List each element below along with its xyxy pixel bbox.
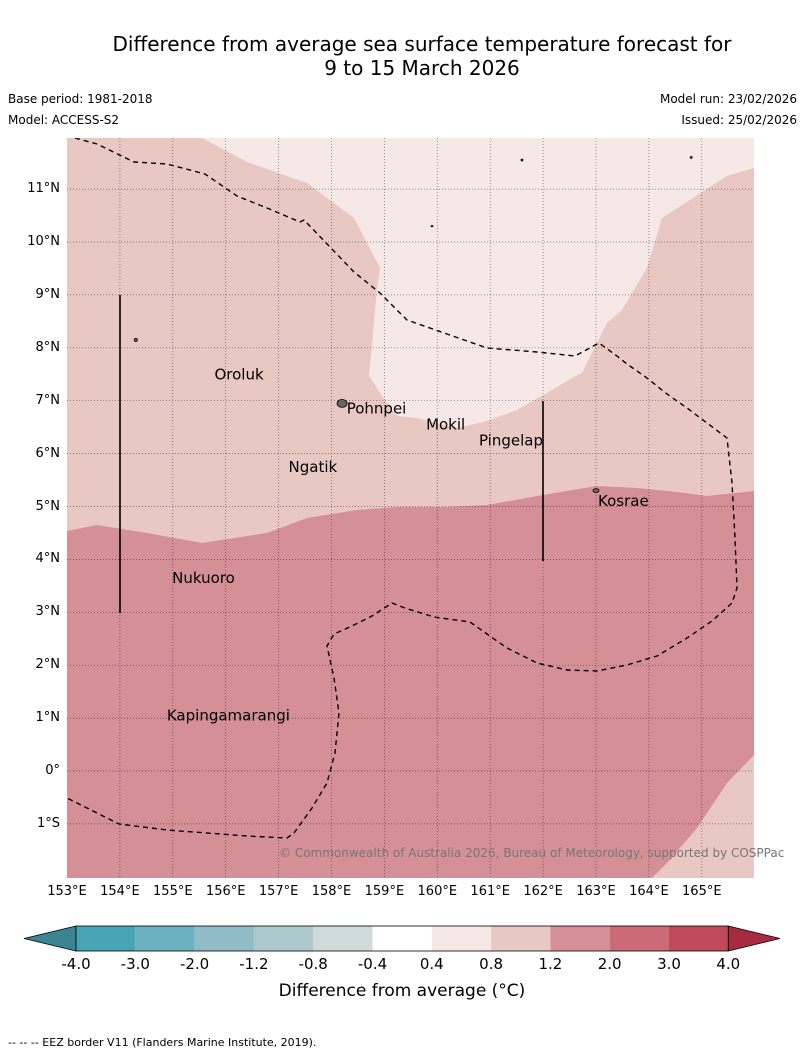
- latitude-label: 4°N: [35, 551, 61, 567]
- island: [430, 225, 434, 228]
- colorbar-bin: [609, 926, 669, 951]
- colorbar-bin: [313, 926, 373, 951]
- colorbar-bin: [135, 926, 195, 951]
- longitude-label: 157°E: [258, 884, 299, 899]
- island: [592, 488, 600, 494]
- longitude-label: 158°E: [311, 884, 352, 899]
- place-label-oroluk: Oroluk: [214, 365, 263, 383]
- colorbar-bin: [194, 926, 254, 951]
- place-labels: Oroluk Pohnpei Mokil Pingelap Ngatik Kosrae Nu…: [167, 365, 649, 724]
- colorbar-tick-label: -2.0: [179, 955, 210, 973]
- colorbar-tick-label: -1.2: [239, 955, 269, 973]
- latitude-label: 2°N: [35, 657, 61, 673]
- eez-footnote: -- -- -- EEZ border V11 (Flanders Marine…: [8, 1036, 317, 1049]
- colorbar-svg: [23, 925, 781, 952]
- colorbar-bin: [372, 926, 432, 951]
- colorbar-label: Difference from average (°C): [278, 981, 526, 1001]
- colorbar-outline: [75, 925, 729, 952]
- island: [689, 155, 693, 159]
- longitude-label: 162°E: [523, 884, 563, 899]
- longitude-label: 160°E: [417, 884, 458, 899]
- colorbar-under-arrow: [23, 925, 77, 952]
- map-title: Difference from average sea surface temp…: [0, 32, 804, 80]
- place-label-pingelap: Pingelap: [479, 431, 543, 449]
- colorbar-tick-label: 4.0: [716, 955, 741, 973]
- place-label-ngatik: Ngatik: [289, 458, 338, 476]
- place-label-kosrae: Kosrae: [598, 492, 649, 510]
- island: [520, 158, 524, 162]
- copyright-notice: © Commonwealth of Australia 2026, Bureau…: [279, 846, 785, 860]
- model-run: Model run: 23/02/2026: [659, 92, 797, 106]
- colorbar-tick-label: 3.0: [657, 955, 681, 973]
- colorbar-bin: [669, 926, 729, 951]
- map-area: Oroluk Pohnpei Mokil Pingelap Ngatik Kosrae Nu…: [67, 138, 754, 878]
- colorbar-bin: [550, 926, 610, 951]
- title-line-2: 9 to 15 March 2026: [324, 56, 520, 80]
- longitude-label: 156°E: [205, 884, 246, 899]
- longitude-label: 163°E: [576, 884, 616, 899]
- latitude-label: 0°: [45, 763, 60, 778]
- longitude-label: 153°E: [47, 884, 87, 899]
- place-label-nukuoro: Nukuoro: [172, 569, 235, 587]
- longitude-label: 159°E: [364, 884, 405, 899]
- anomaly-region-light: [202, 138, 754, 428]
- longitude-label: 161°E: [470, 884, 510, 899]
- colorbar-tick-label: 1.2: [538, 955, 563, 973]
- title-line-1: Difference from average sea surface temp…: [112, 32, 732, 56]
- island: [133, 337, 138, 342]
- islands: [133, 155, 693, 494]
- latitude-label: 6°N: [35, 445, 61, 461]
- model-name: Model: ACCESS-S2: [8, 113, 120, 127]
- longitude-label: 164°E: [629, 884, 669, 899]
- latitude-label: 1°S: [36, 815, 60, 831]
- place-label-pohnpei: Pohnpei: [347, 400, 407, 418]
- map-svg: Oroluk Pohnpei Mokil Pingelap Ngatik Kosrae Nu…: [67, 138, 754, 878]
- colorbar: [0, 920, 804, 960]
- colorbar-tick-label: 2.0: [597, 955, 622, 973]
- colorbar-tick-label: -4.0: [61, 955, 91, 973]
- anomaly-region-medium-se: [652, 755, 754, 878]
- colorbar-tick-label: -3.0: [120, 955, 150, 973]
- base-period: Base period: 1981-2018: [8, 92, 153, 106]
- latitude-label: 3°N: [35, 604, 61, 620]
- latitude-label: 10°N: [27, 234, 60, 249]
- eez-border: [67, 138, 738, 839]
- colorbar-tick-label: -0.4: [357, 955, 388, 973]
- colorbar-over-arrow: [727, 925, 781, 952]
- colorbar-tick-label: -0.8: [298, 955, 328, 973]
- colorbar-bin: [253, 926, 314, 951]
- longitude-label: 155°E: [153, 884, 193, 899]
- island: [336, 398, 348, 408]
- issued-date: Issued: 25/02/2026: [681, 113, 797, 127]
- colorbar-bin: [76, 926, 136, 951]
- graticule: [67, 138, 754, 878]
- latitude-label: 9°N: [35, 286, 61, 302]
- latitude-label: 5°N: [35, 498, 61, 514]
- longitude-label: 154°E: [100, 884, 140, 899]
- latitude-label: 7°N: [35, 392, 61, 408]
- place-label-kapingamarangi: Kapingamarangi: [167, 706, 290, 724]
- colorbar-tick-label: 0.8: [479, 955, 504, 973]
- longitude-label: 165°E: [682, 884, 722, 899]
- place-label-mokil: Mokil: [426, 416, 465, 434]
- latitude-label: 8°N: [35, 339, 61, 355]
- latitude-label: 11°N: [27, 181, 60, 197]
- latitude-label: 1°N: [35, 710, 61, 726]
- colorbar-tick-label: 0.4: [419, 955, 444, 973]
- colorbar-bin: [491, 926, 551, 951]
- colorbar-bin: [431, 926, 492, 951]
